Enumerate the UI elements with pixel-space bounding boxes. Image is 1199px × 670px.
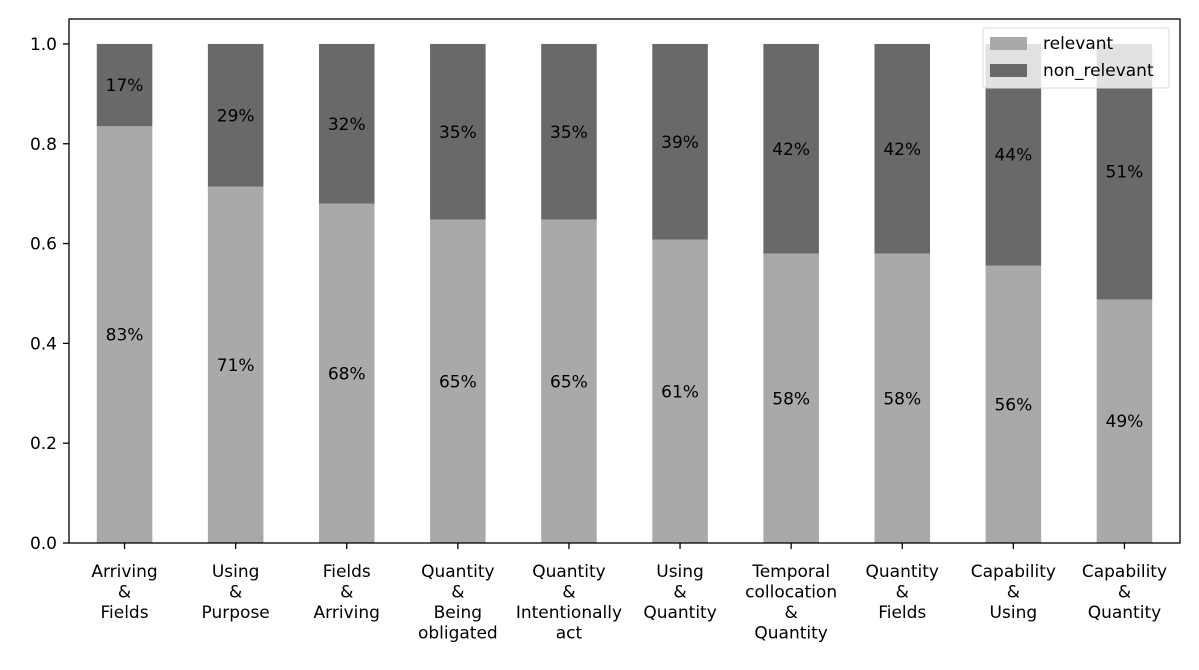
bar-non_relevant-1 bbox=[207, 43, 264, 187]
bar-label-non_relevant-6: 42% bbox=[772, 140, 810, 160]
bar-non_relevant-6 bbox=[763, 43, 819, 254]
bar-label-non_relevant-9: 51% bbox=[1106, 163, 1144, 183]
x-tick-label-5: Using & Quantity bbox=[643, 562, 716, 623]
y-tick-label-1: 0.2 bbox=[30, 434, 57, 454]
x-tick-label-8: Capability & Using bbox=[971, 562, 1056, 623]
bar-label-non_relevant-1: 29% bbox=[217, 106, 255, 126]
bar-relevant-2 bbox=[318, 203, 375, 543]
bar-non_relevant-3 bbox=[430, 43, 486, 220]
x-tick-label-4: Quantity & Intentionally act bbox=[516, 562, 622, 644]
y-tick-label-0: 0.0 bbox=[30, 534, 57, 554]
x-tick-label-9: Capability & Quantity bbox=[1082, 562, 1167, 623]
bar-relevant-0 bbox=[96, 126, 153, 544]
bar-non_relevant-5 bbox=[652, 43, 708, 240]
bar-label-relevant-1: 71% bbox=[217, 356, 255, 376]
bar-label-relevant-9: 49% bbox=[1106, 412, 1144, 432]
bar-label-relevant-6: 58% bbox=[772, 389, 810, 409]
bar-label-non_relevant-2: 32% bbox=[328, 115, 366, 135]
bar-labels-layer: 83% 17% 71% 29% 68% 32% 65% 35% 65% 35% 61% 39% 58% 4… bbox=[106, 76, 1144, 432]
bar-label-relevant-5: 61% bbox=[661, 382, 699, 402]
bar-relevant-5 bbox=[652, 239, 708, 543]
bar-relevant-4 bbox=[541, 219, 597, 543]
bar-relevant-9 bbox=[1096, 299, 1153, 543]
legend-label-non_relevant: non_relevant bbox=[1043, 61, 1154, 81]
x-tick-label-6: Temporal collocation & Quantity bbox=[745, 562, 837, 644]
y-tick-label-4: 0.8 bbox=[30, 135, 57, 155]
bar-non_relevant-4 bbox=[541, 43, 597, 220]
bar-label-non_relevant-5: 39% bbox=[661, 133, 699, 153]
bar-label-non_relevant-3: 35% bbox=[439, 123, 477, 143]
x-tick-label-1: Using & Purpose bbox=[202, 562, 270, 623]
y-tick-label-3: 0.6 bbox=[30, 235, 57, 255]
legend: relevant non_relevant bbox=[982, 27, 1170, 89]
x-tick-label-7: Quantity & Fields bbox=[866, 562, 939, 623]
plot-frame bbox=[68, 18, 1181, 544]
bar-relevant-3 bbox=[430, 219, 486, 543]
legend-swatch-non_relevant bbox=[990, 64, 1027, 77]
bar-non_relevant-2 bbox=[318, 43, 375, 204]
bar-label-non_relevant-8: 44% bbox=[994, 146, 1032, 166]
bar-label-relevant-4: 65% bbox=[550, 372, 588, 392]
bar-label-relevant-0: 83% bbox=[106, 326, 144, 346]
legend-swatch-relevant bbox=[990, 37, 1027, 50]
legend-box bbox=[982, 27, 1170, 89]
x-tick-label-2: Fields & Arriving bbox=[314, 562, 380, 623]
bar-non_relevant-7 bbox=[874, 43, 931, 254]
bar-label-non_relevant-0: 17% bbox=[106, 76, 144, 96]
bar-non_relevant-0 bbox=[96, 43, 153, 127]
bar-label-relevant-3: 65% bbox=[439, 372, 477, 392]
bar-label-relevant-2: 68% bbox=[328, 364, 366, 384]
y-tick-label-5: 1.0 bbox=[30, 35, 57, 55]
bar-label-relevant-7: 58% bbox=[883, 389, 921, 409]
bar-relevant-7 bbox=[874, 253, 931, 544]
bars-layer bbox=[96, 43, 1153, 544]
x-tick-label-0: Arriving & Fields bbox=[91, 562, 157, 623]
y-tick-label-2: 0.4 bbox=[30, 334, 57, 354]
bar-relevant-6 bbox=[763, 253, 819, 544]
legend-label-relevant: relevant bbox=[1043, 34, 1114, 54]
axes-layer: 0.0 0.2 0.4 0.6 0.8 1.0 Arriving & Fields Using & P… bbox=[30, 18, 1181, 644]
bar-label-relevant-8: 56% bbox=[994, 395, 1032, 415]
bar-label-non_relevant-4: 35% bbox=[550, 123, 588, 143]
bar-relevant-8 bbox=[985, 265, 1042, 543]
x-tick-label-3: Quantity & Being obligated bbox=[418, 562, 498, 644]
bar-label-non_relevant-7: 42% bbox=[883, 140, 921, 160]
bar-relevant-1 bbox=[207, 186, 264, 543]
